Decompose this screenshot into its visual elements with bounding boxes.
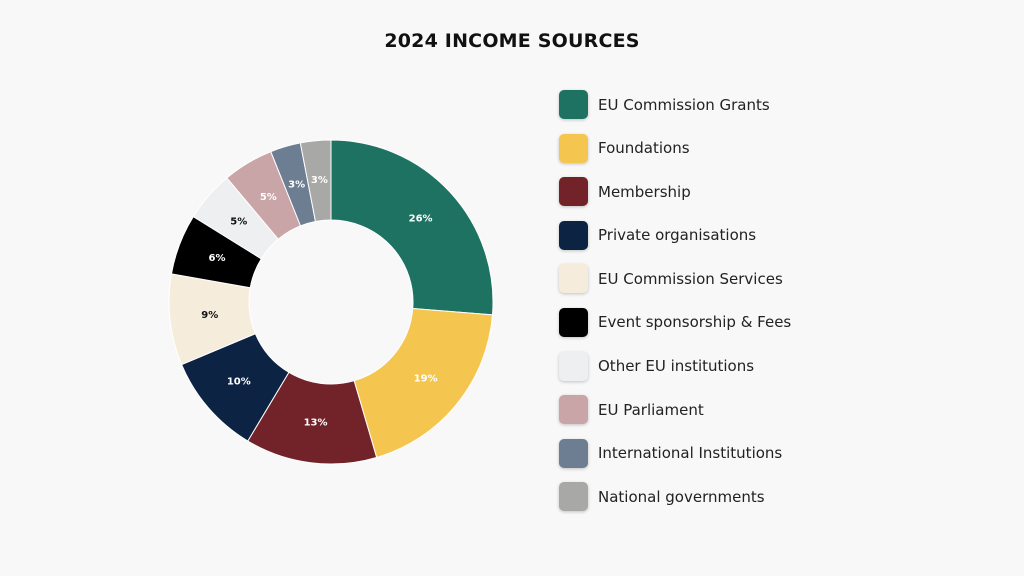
legend-label: National governments — [598, 487, 765, 506]
legend-label: EU Commission Services — [598, 269, 783, 288]
slice-label-6: 6% — [209, 253, 226, 264]
legend-swatch — [559, 220, 588, 250]
legend-item: Other EU institutions — [559, 351, 999, 381]
slice-label-9: 3% — [288, 179, 305, 190]
chart-legend: EU Commission Grants Foundations Membershi… — [559, 90, 999, 526]
legend-label: International Institutions — [598, 444, 783, 463]
legend-item: Event sponsorship & Fees — [559, 307, 999, 337]
chart-title: 2024 INCOME SOURCES — [384, 30, 640, 52]
donut-slice-2 — [353, 307, 494, 459]
donut-slice-10 — [299, 139, 332, 223]
legend-swatch — [559, 90, 588, 119]
slice-label-3: 13% — [304, 418, 328, 429]
slice-label-2: 19% — [414, 373, 438, 384]
slice-label-7: 5% — [230, 217, 247, 228]
legend-label: Other EU institutions — [598, 357, 755, 376]
legend-swatch — [559, 482, 588, 512]
legend-item: EU Commission Grants — [559, 90, 999, 119]
legend-swatch — [559, 133, 588, 163]
slice-label-8: 5% — [260, 192, 277, 203]
legend-label: EU Parliament — [598, 400, 704, 419]
legend-swatch — [559, 395, 588, 425]
legend-label: Foundations — [598, 139, 690, 158]
donut-slice-1 — [330, 139, 494, 316]
slice-label-1: 26% — [409, 214, 433, 225]
legend-label: Private organisations — [598, 226, 757, 245]
legend-swatch — [559, 264, 588, 294]
legend-label: Membership — [598, 182, 691, 201]
legend-swatch — [559, 438, 588, 468]
legend-label: EU Commission Grants — [598, 95, 770, 114]
legend-item: Private organisations — [559, 220, 999, 250]
slice-label-5: 9% — [201, 310, 218, 321]
slice-label-10: 3% — [311, 175, 328, 186]
legend-swatch — [559, 177, 588, 207]
legend-item: International Institutions — [559, 438, 999, 468]
legend-swatch — [559, 351, 588, 381]
legend-item: EU Commission Services — [559, 264, 999, 294]
legend-item: Membership — [559, 177, 999, 207]
legend-label: Event sponsorship & Fees — [598, 313, 792, 332]
legend-item: EU Parliament — [559, 395, 999, 425]
legend-swatch — [559, 307, 588, 337]
legend-item: Foundations — [559, 133, 999, 163]
slice-label-4: 10% — [227, 376, 251, 387]
donut-chart: 26% 19% 13% 10% 9% 6% 5% 5% 3% 3% — [168, 139, 494, 465]
legend-item: National governments — [559, 482, 999, 512]
